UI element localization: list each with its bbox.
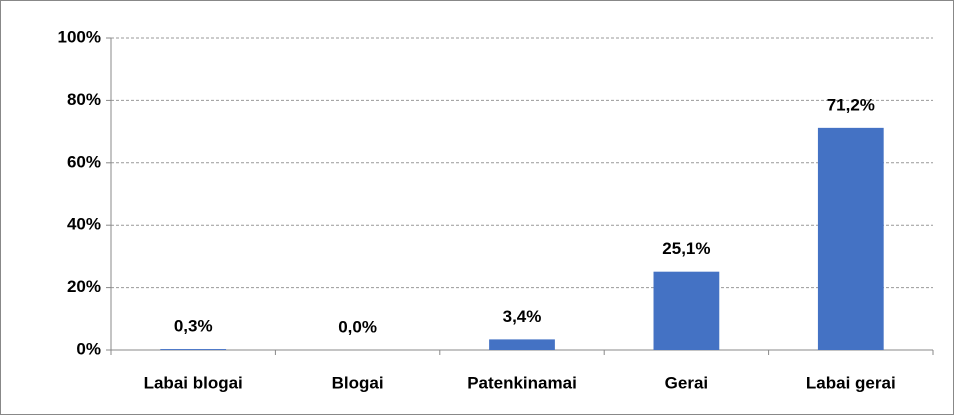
bar	[489, 339, 555, 350]
data-label: 0,0%	[338, 317, 377, 336]
y-tick-label: 0%	[76, 339, 101, 358]
bar	[653, 271, 720, 350]
bar	[817, 127, 884, 350]
data-label: 71,2%	[827, 95, 875, 114]
y-tick-label: 40%	[67, 215, 101, 234]
x-tick-label: Labai gerai	[806, 373, 896, 392]
data-label: 3,4%	[503, 307, 542, 326]
y-tick-label: 80%	[67, 90, 101, 109]
y-tick-label: 100%	[58, 27, 101, 46]
x-tick-label: Patenkinamai	[467, 373, 577, 392]
bar	[160, 349, 227, 350]
x-tick-label: Blogai	[332, 373, 384, 392]
data-label: 0,3%	[174, 317, 213, 336]
y-tick-label: 60%	[67, 152, 101, 171]
data-label: 25,1%	[662, 239, 710, 258]
y-tick-label: 20%	[67, 277, 101, 296]
x-tick-label: Gerai	[665, 373, 708, 392]
x-tick-label: Labai blogai	[144, 373, 243, 392]
